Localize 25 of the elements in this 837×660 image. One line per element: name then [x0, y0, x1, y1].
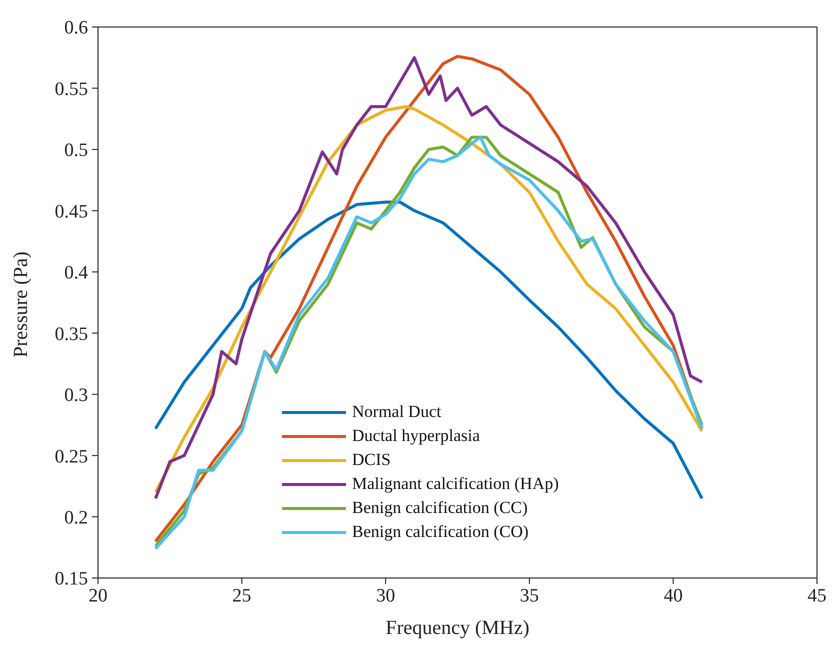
y-tick-label: 0.5 [64, 140, 88, 162]
y-tick-label: 0.25 [54, 446, 88, 468]
x-tick-label: 40 [664, 585, 683, 606]
y-tick-label: 0.55 [54, 78, 88, 100]
legend-label: Malignant calcification (HAp) [352, 474, 559, 494]
y-tick-label: 0.2 [64, 508, 88, 529]
x-axis-title: Frequency (MHz) [386, 617, 530, 639]
y-tick-label: 0.6 [64, 18, 88, 39]
x-tick-label: 30 [376, 585, 396, 606]
y-tick-label: 0.15 [54, 568, 88, 590]
legend-label: DCIS [352, 450, 391, 470]
legend-label: Benign calcification (CC) [352, 498, 528, 518]
legend-label: Benign calcification (CO) [352, 522, 529, 542]
y-tick-label: 0.45 [54, 201, 88, 222]
line-series [154, 200, 704, 500]
x-tick-label: 25 [232, 585, 252, 606]
x-tick-label: 20 [88, 585, 108, 606]
y-tick-label: 0.35 [54, 324, 88, 345]
y-tick-label: 0.4 [64, 262, 88, 284]
legend-label: Normal Duct [352, 402, 442, 422]
x-tick-label: 45 [808, 585, 826, 606]
y-axis-title: Pressure (Pa) [10, 251, 32, 358]
y-tick-label: 0.3 [64, 385, 88, 406]
legend-label: Ductal hyperplasia [352, 426, 480, 446]
x-tick-label: 35 [520, 585, 539, 606]
